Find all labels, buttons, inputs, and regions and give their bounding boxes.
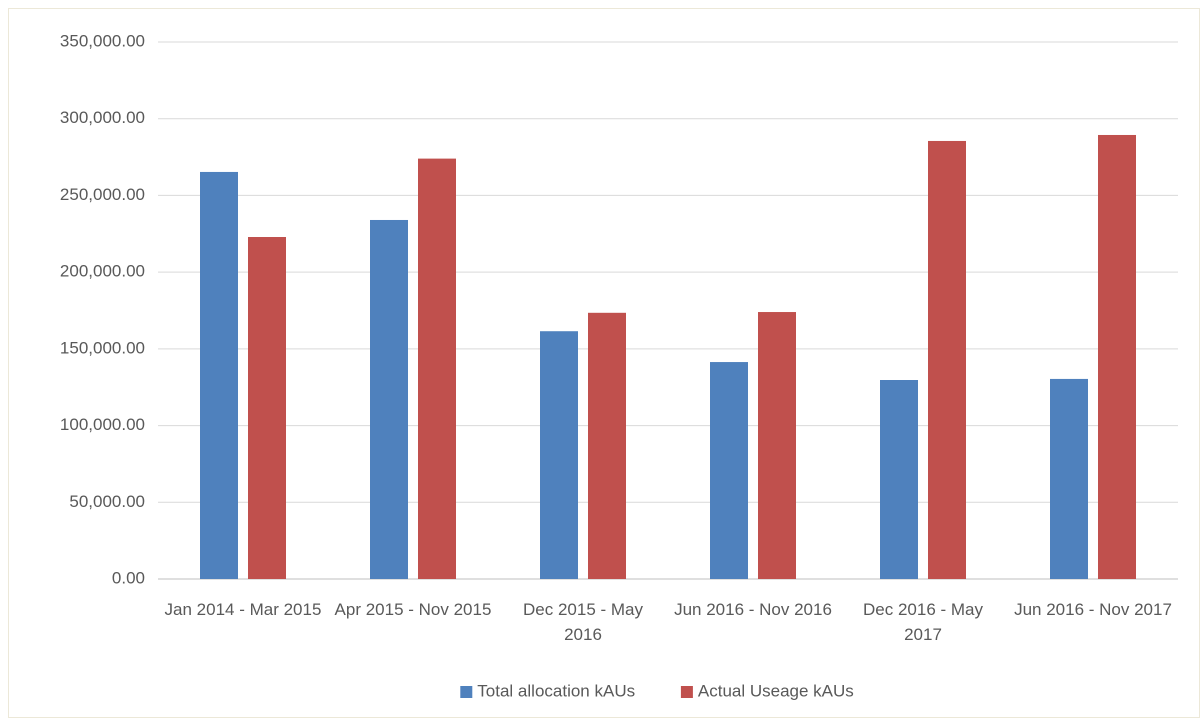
y-tick-label: 0.00 xyxy=(112,568,145,587)
y-tick-label: 200,000.00 xyxy=(60,262,145,281)
y-tick-label: 50,000.00 xyxy=(69,492,145,511)
bar xyxy=(418,158,456,579)
y-tick-label: 100,000.00 xyxy=(60,415,145,434)
bar xyxy=(370,219,408,579)
bar xyxy=(248,237,286,579)
chart-frame xyxy=(8,8,1200,718)
y-tick-label: 300,000.00 xyxy=(60,108,145,127)
x-tick-label: Jan 2014 - Mar 2015 xyxy=(164,600,322,619)
y-tick-label: 350,000.00 xyxy=(60,31,145,50)
x-tick-label: Jun 2016 - Nov 2016 xyxy=(674,600,832,619)
x-tick-label: Apr 2015 - Nov 2015 xyxy=(334,600,492,619)
bar xyxy=(200,171,238,580)
y-tick-label: 250,000.00 xyxy=(60,185,145,204)
x-tick-label: Jun 2016 - Nov 2017 xyxy=(1014,600,1172,619)
x-tick-label: Dec 2015 - May 2016 xyxy=(523,600,643,644)
legend-label: Actual Useage kAUs xyxy=(698,681,854,700)
bar xyxy=(928,140,966,579)
y-tick-label: 150,000.00 xyxy=(60,338,145,357)
bar xyxy=(588,312,626,579)
bar xyxy=(1098,134,1136,579)
legend-swatch xyxy=(460,686,473,698)
bar xyxy=(710,362,748,579)
legend-label: Total allocation kAUs xyxy=(477,681,635,700)
bar xyxy=(758,312,796,579)
bar xyxy=(540,331,578,579)
legend-swatch xyxy=(680,686,693,698)
x-tick-label: Dec 2016 - May 2017 xyxy=(863,600,983,644)
bar xyxy=(1050,378,1088,579)
bar xyxy=(880,380,918,579)
